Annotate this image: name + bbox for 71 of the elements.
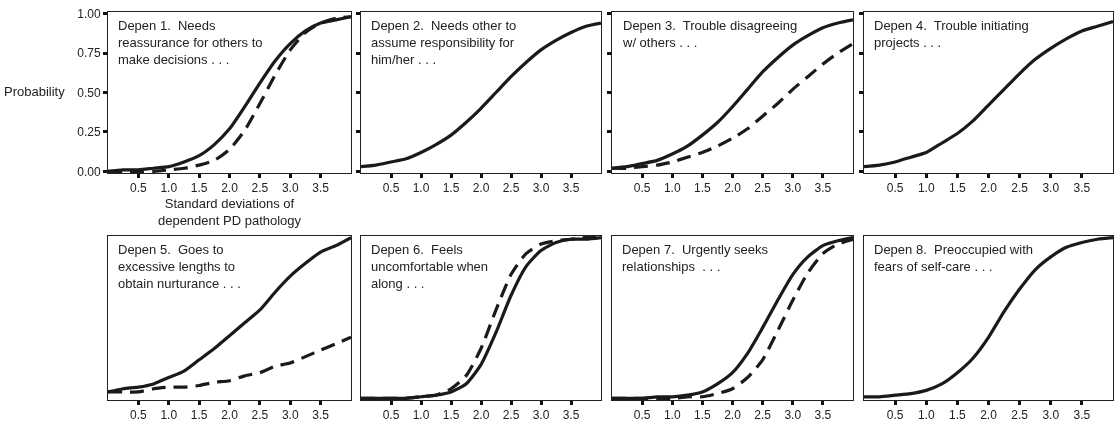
x-tick-label: 2.0 (472, 181, 490, 196)
x-tick-label: 2.0 (980, 408, 998, 423)
x-tick-label: 0.5 (886, 181, 904, 196)
x-tick-label: 0.5 (382, 181, 400, 196)
x-tick-label: 2.5 (251, 181, 269, 196)
x-tick-label: 1.0 (412, 408, 430, 423)
text: Depen 5. Goes to excessive lengths to obtain nurturance . . . (118, 242, 241, 291)
x-tick-label: 3.0 (281, 408, 299, 423)
y-tick-label: 0.75 (77, 46, 101, 61)
y-tick-label: 0.50 (77, 85, 101, 100)
text: Depen 8. Preoccupied with fears of self-care . . . (874, 242, 1033, 274)
x-tick-label: 1.0 (917, 181, 935, 196)
x-tick-label: 1.5 (949, 181, 967, 196)
x-tick-label: 2.5 (502, 181, 520, 196)
x-tick-label: 3.5 (814, 408, 832, 423)
x-tick-label: 1.5 (190, 408, 208, 423)
x-tick-label: 0.5 (130, 181, 148, 196)
x-tick-label: 2.5 (251, 408, 269, 423)
x-tick-label: 0.5 (382, 408, 400, 423)
x-tick-label: 1.0 (663, 181, 681, 196)
x-tick-label: 3.5 (1073, 181, 1091, 196)
x-tick-label: 3.0 (532, 408, 550, 423)
y-axis-title: Probability (4, 84, 66, 99)
x-tick-label: 0.5 (633, 181, 651, 196)
x-tick-label: 2.0 (221, 181, 239, 196)
x-tick-label: 1.5 (694, 181, 712, 196)
x-tick-label: 3.5 (562, 408, 580, 423)
x-tick-label: 3.0 (1042, 408, 1060, 423)
x-axis-title: Standard deviations of dependent PD pathology (157, 196, 302, 228)
x-tick-label: 2.5 (754, 181, 772, 196)
x-tick-label: 2.5 (1011, 408, 1029, 423)
x-tick-label: 2.5 (502, 408, 520, 423)
x-tick-label: 0.5 (886, 408, 904, 423)
x-tick-label: 3.0 (784, 408, 802, 423)
x-tick-label: 1.0 (160, 181, 178, 196)
x-tick-label: 3.5 (1073, 408, 1091, 423)
x-tick-label: 2.0 (724, 408, 742, 423)
x-tick-label: 1.5 (694, 408, 712, 423)
x-tick-label: 1.0 (412, 181, 430, 196)
x-tick-label: 3.0 (1042, 181, 1060, 196)
x-tick-label: 3.0 (281, 181, 299, 196)
x-tick-label: 3.0 (532, 181, 550, 196)
x-tick-label: 0.5 (130, 408, 148, 423)
y-tick-label: 0.00 (77, 164, 101, 179)
x-tick-label: 1.5 (190, 181, 208, 196)
x-tick-label: 0.5 (633, 408, 651, 423)
x-tick-label: 3.5 (562, 181, 580, 196)
x-tick-label: 1.5 (442, 181, 460, 196)
text: Depen 6. Feels uncomfortable when along . . . (371, 242, 489, 291)
text: Depen 1. Needs reassurance for others to make decisions . . . (118, 18, 263, 67)
text: Depen 2. Needs other to assume responsibility for him/her . . . (371, 18, 517, 67)
x-tick-label: 1.0 (663, 408, 681, 423)
text: Depen 4. Trouble initiating projects . . . (874, 18, 1029, 50)
text: Depen 3. Trouble disagreeing w/ others . . . (622, 18, 798, 50)
y-tick-label: 0.25 (77, 125, 101, 140)
x-tick-label: 2.0 (980, 181, 998, 196)
x-tick-label: 2.0 (221, 408, 239, 423)
text: Depen 7. Urgently seeks relationships . . . (622, 242, 769, 274)
x-tick-label: 2.5 (754, 408, 772, 423)
x-tick-label: 2.0 (472, 408, 490, 423)
x-tick-label: 1.5 (949, 408, 967, 423)
x-tick-label: 1.0 (160, 408, 178, 423)
x-tick-label: 3.5 (312, 181, 330, 196)
y-tick-label: 1.00 (77, 6, 101, 21)
x-tick-label: 1.5 (442, 408, 460, 423)
x-tick-label: 1.0 (917, 408, 935, 423)
x-tick-label: 2.0 (724, 181, 742, 196)
x-tick-label: 2.5 (1011, 181, 1029, 196)
x-tick-label: 3.0 (784, 181, 802, 196)
x-tick-label: 3.5 (814, 181, 832, 196)
x-tick-label: 3.5 (312, 408, 330, 423)
